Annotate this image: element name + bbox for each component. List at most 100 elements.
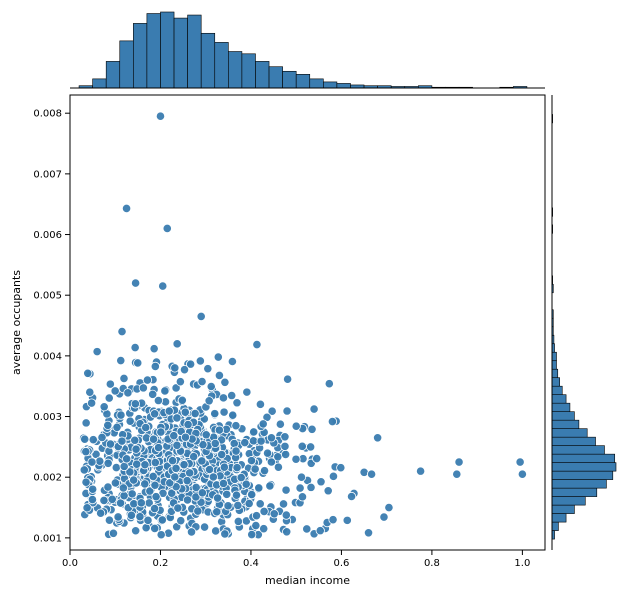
x-tick-label: 0.8 <box>424 558 440 569</box>
scatter-point <box>283 375 291 383</box>
right-hist-bar <box>552 395 566 403</box>
scatter-point <box>183 496 191 504</box>
scatter-point <box>137 499 145 507</box>
scatter-point <box>324 487 332 495</box>
scatter-point <box>250 428 258 436</box>
scatter-point <box>180 365 188 373</box>
right-hist-bar <box>552 497 585 505</box>
scatter-point <box>292 455 300 463</box>
scatter-point <box>150 504 158 512</box>
scatter-point <box>385 503 393 511</box>
scatter-point <box>329 515 337 523</box>
scatter-point <box>455 458 463 466</box>
scatter-point <box>256 400 264 408</box>
scatter-point <box>173 340 181 348</box>
scatter-point <box>181 408 189 416</box>
scatter-point <box>158 516 166 524</box>
scatter-point <box>82 448 90 456</box>
scatter-point <box>233 399 241 407</box>
scatter-point <box>215 426 223 434</box>
scatter-point <box>88 495 96 503</box>
scatter-point <box>117 411 125 419</box>
scatter-point <box>202 431 210 439</box>
right-hist-bar <box>552 522 558 530</box>
scatter-point <box>281 433 289 441</box>
scatter-point <box>347 492 355 500</box>
scatter-point <box>292 422 300 430</box>
scatter-point <box>310 405 318 413</box>
scatter-point <box>105 516 113 524</box>
right-hist-bar <box>552 480 606 488</box>
scatter-point <box>329 472 337 480</box>
top-hist-bar <box>160 12 174 88</box>
scatter-panel: 0.00.20.40.60.81.00.0010.0020.0030.0040.… <box>10 95 545 587</box>
scatter-point <box>152 492 160 500</box>
scatter-point <box>260 524 268 532</box>
scatter-point <box>325 380 333 388</box>
scatter-point <box>178 396 186 404</box>
scatter-point <box>255 484 263 492</box>
top-hist-bar <box>242 54 256 88</box>
scatter-point <box>130 500 138 508</box>
scatter-point <box>82 478 90 486</box>
scatter-point <box>229 411 237 419</box>
scatter-point <box>170 431 178 439</box>
scatter-point <box>117 356 125 364</box>
scatter-point <box>274 463 282 471</box>
scatter-point <box>297 473 305 481</box>
scatter-point <box>88 458 96 466</box>
scatter-point <box>360 468 368 476</box>
scatter-point <box>177 516 185 524</box>
scatter-point <box>106 440 114 448</box>
scatter-point <box>151 362 159 370</box>
scatter-point <box>104 421 112 429</box>
scatter-point <box>161 387 169 395</box>
right-hist-bar <box>552 352 556 360</box>
scatter-point <box>136 513 144 521</box>
scatter-point <box>141 461 149 469</box>
top-hist-bar <box>310 79 324 88</box>
scatter-point <box>118 437 126 445</box>
scatter-point <box>380 513 388 521</box>
scatter-point <box>198 489 206 497</box>
scatter-point <box>154 396 162 404</box>
scatter-point <box>234 501 242 509</box>
scatter-point <box>176 377 184 385</box>
scatter-point <box>204 364 212 372</box>
scatter-point <box>180 461 188 469</box>
scatter-point <box>154 443 162 451</box>
scatter-point <box>213 508 221 516</box>
x-tick-label: 0.6 <box>333 558 349 569</box>
scatter-point <box>220 463 228 471</box>
scatter-point <box>234 517 242 525</box>
scatter-point <box>247 456 255 464</box>
scatter-point <box>100 496 108 504</box>
top-hist-bar <box>120 41 134 88</box>
top-hist-bar <box>188 15 202 88</box>
scatter-point <box>307 483 315 491</box>
scatter-point <box>134 359 142 367</box>
scatter-point <box>118 327 126 335</box>
y-tick-label: 0.002 <box>33 473 62 484</box>
scatter-point <box>364 529 372 537</box>
scatter-point <box>168 456 176 464</box>
scatter-point <box>132 445 140 453</box>
scatter-point <box>256 500 264 508</box>
scatter-point <box>104 483 112 491</box>
scatter-point <box>298 442 306 450</box>
scatter-point <box>306 443 314 451</box>
top-hist-bar <box>323 82 337 88</box>
scatter-point <box>151 524 159 532</box>
scatter-point <box>252 521 260 529</box>
scatter-point <box>122 455 130 463</box>
scatter-point <box>141 480 149 488</box>
scatter-point <box>416 467 424 475</box>
scatter-point <box>111 479 119 487</box>
scatter-point <box>260 507 268 515</box>
scatter-point <box>149 435 157 443</box>
scatter-point <box>127 511 135 519</box>
scatter-point <box>317 478 325 486</box>
right-hist-bar <box>552 361 556 369</box>
scatter-point <box>93 347 101 355</box>
scatter-point <box>131 343 139 351</box>
